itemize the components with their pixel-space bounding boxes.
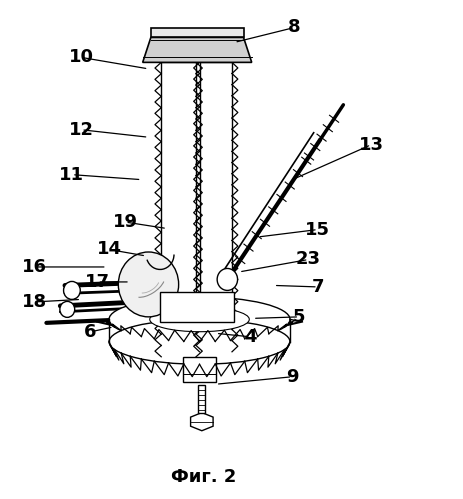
Text: 7: 7	[311, 278, 323, 296]
Bar	[199, 62, 232, 352]
Text: Фиг. 2: Фиг. 2	[171, 468, 236, 486]
Circle shape	[63, 281, 80, 299]
Polygon shape	[143, 37, 251, 62]
Text: 8: 8	[288, 18, 300, 36]
Circle shape	[60, 301, 75, 317]
Text: 6: 6	[84, 323, 96, 341]
Bar	[198, 385, 205, 413]
Ellipse shape	[109, 319, 289, 364]
Bar	[160, 292, 234, 322]
Text: 17: 17	[85, 273, 110, 291]
Bar	[161, 62, 196, 357]
Text: 9: 9	[286, 368, 298, 386]
Text: 11: 11	[59, 166, 84, 184]
Text: 4: 4	[244, 328, 256, 346]
Circle shape	[118, 252, 178, 317]
Text: 18: 18	[22, 293, 47, 311]
Bar	[183, 357, 215, 382]
Polygon shape	[190, 413, 213, 431]
Bar	[150, 28, 243, 37]
Text: 13: 13	[358, 136, 383, 154]
Text: 23: 23	[295, 250, 320, 268]
Text: 19: 19	[113, 213, 138, 231]
Text: 15: 15	[305, 221, 330, 239]
Text: 14: 14	[96, 241, 121, 258]
Circle shape	[217, 268, 237, 290]
Ellipse shape	[150, 307, 249, 332]
Text: 10: 10	[69, 48, 94, 66]
Text: 5: 5	[293, 308, 305, 326]
Ellipse shape	[109, 297, 289, 342]
Text: 16: 16	[22, 258, 47, 276]
Text: 12: 12	[69, 121, 94, 139]
